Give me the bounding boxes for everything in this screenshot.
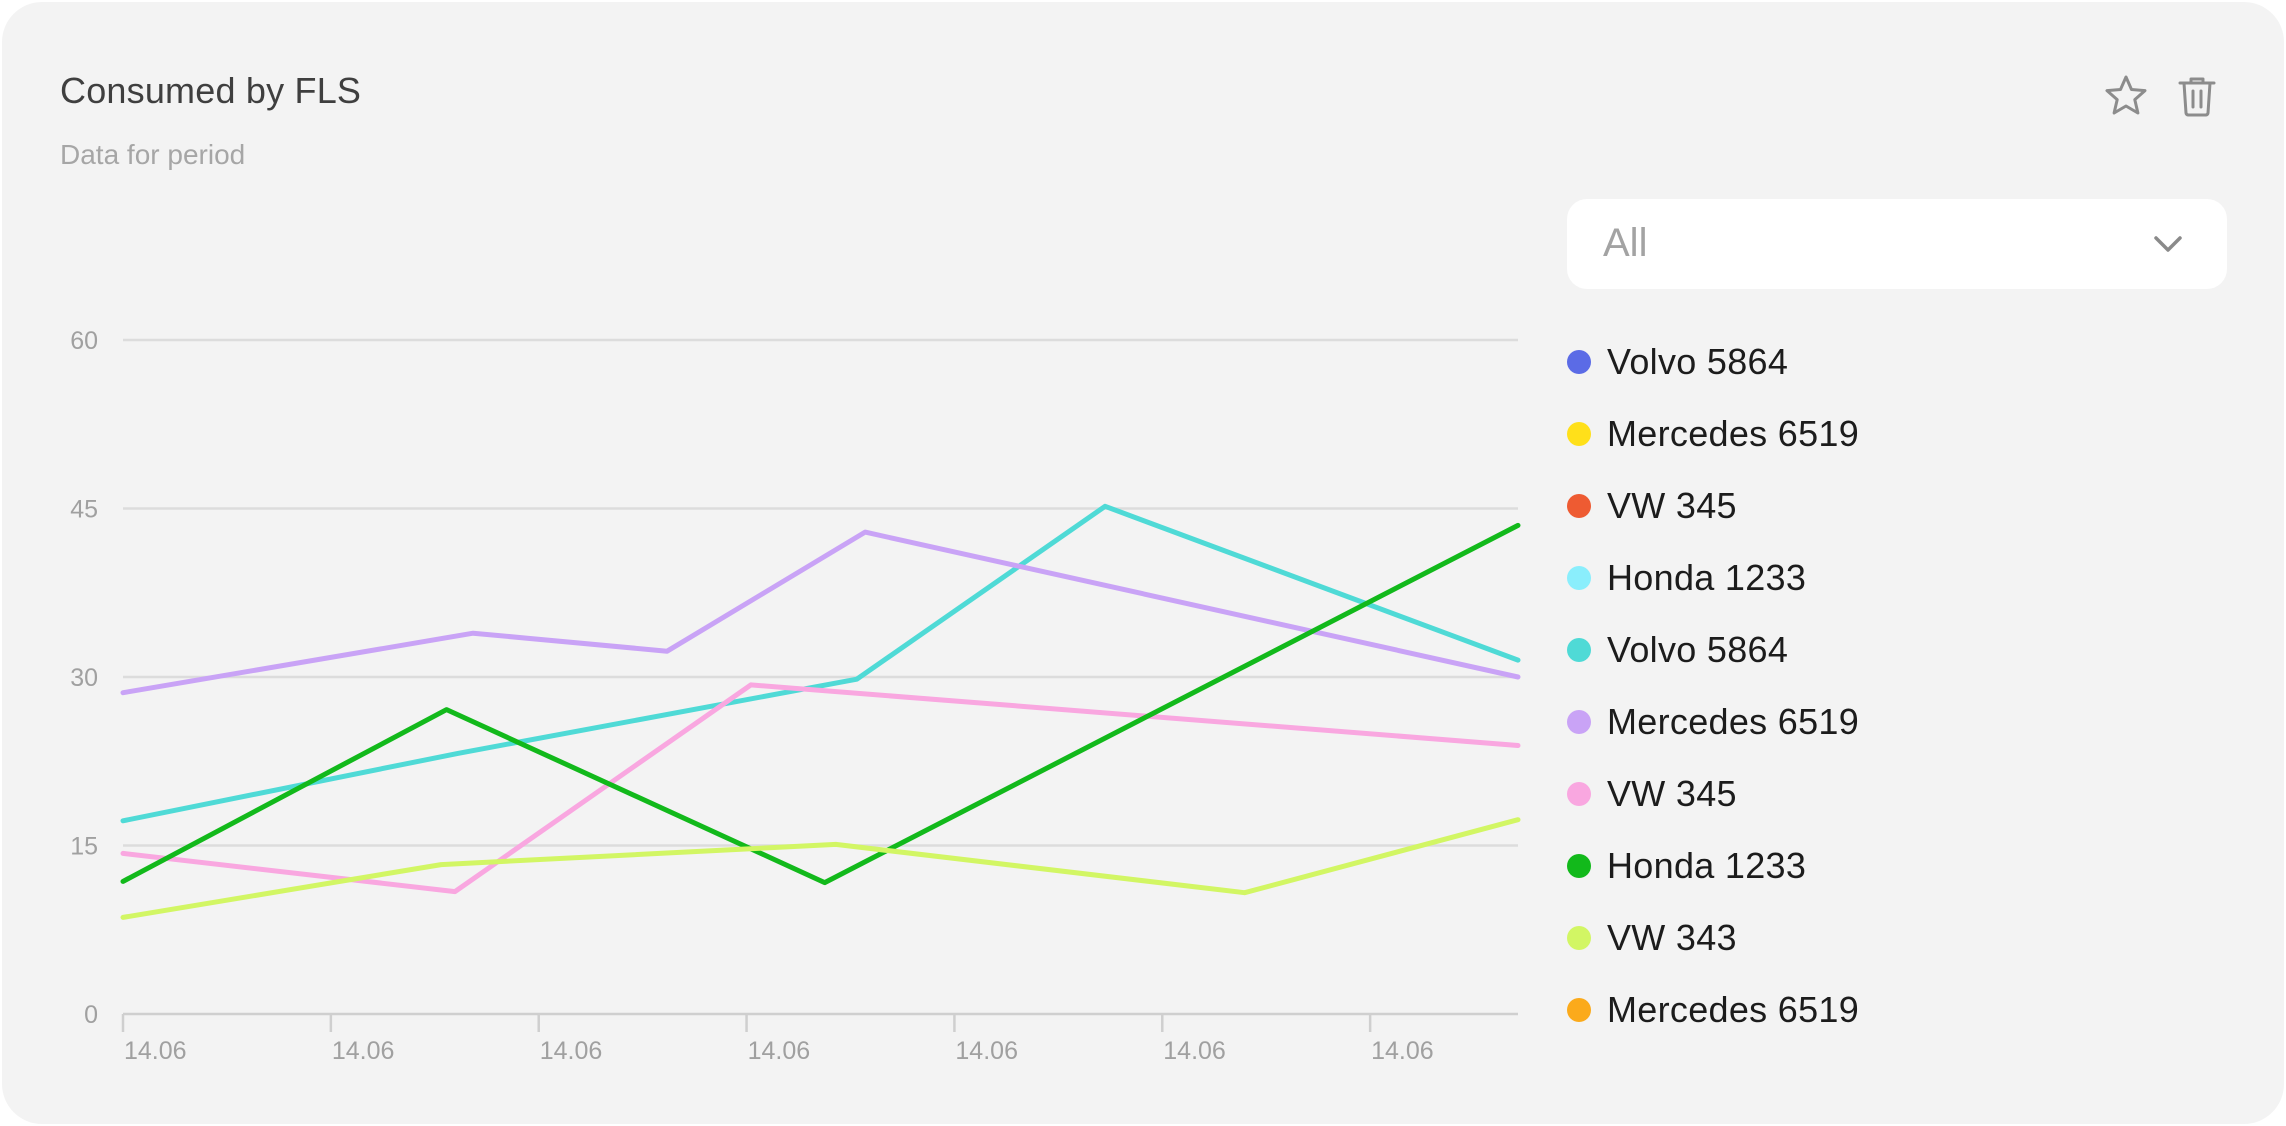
legend-swatch <box>1567 998 1591 1022</box>
legend-item[interactable]: VW 343 <box>1567 902 1859 974</box>
legend-item[interactable]: Mercedes 6519 <box>1567 974 1859 1046</box>
legend-swatch <box>1567 854 1591 878</box>
legend-item[interactable]: Volvo 5864 <box>1567 614 1859 686</box>
legend-swatch <box>1567 350 1591 374</box>
legend-item[interactable]: Mercedes 6519 <box>1567 398 1859 470</box>
x-tick-label: 14.06 <box>1371 1037 1434 1065</box>
y-tick-label: 60 <box>70 327 98 355</box>
y-tick-label: 45 <box>70 496 98 524</box>
y-tick-label: 30 <box>70 664 98 692</box>
star-icon <box>2105 75 2147 115</box>
x-tick-label: 14.06 <box>540 1037 603 1065</box>
favorite-button[interactable] <box>2102 72 2150 120</box>
series-line <box>120 522 1521 886</box>
card-subtitle: Data for period <box>60 139 246 170</box>
legend-label: Honda 1233 <box>1607 557 1807 598</box>
x-tick-label: 14.06 <box>748 1037 811 1065</box>
legend-item[interactable]: Mercedes 6519 <box>1567 686 1859 758</box>
series-line <box>120 503 1521 824</box>
legend-label: VW 345 <box>1607 773 1737 814</box>
legend-swatch <box>1567 422 1591 446</box>
legend-label: Volvo 5864 <box>1607 629 1789 670</box>
legend-item[interactable]: VW 345 <box>1567 758 1859 830</box>
legend-label: VW 343 <box>1607 917 1737 958</box>
legend-label: VW 345 <box>1607 485 1737 526</box>
series-line <box>120 682 1521 895</box>
x-tick-label: 14.06 <box>124 1037 187 1065</box>
legend-item[interactable]: Volvo 5864 <box>1567 326 1859 398</box>
x-tick-label: 14.06 <box>955 1037 1018 1065</box>
legend-label: Honda 1233 <box>1607 845 1807 886</box>
x-tick-label: 14.06 <box>332 1037 395 1065</box>
legend-label: Volvo 5864 <box>1607 341 1789 382</box>
legend-item[interactable]: Honda 1233 <box>1567 542 1859 614</box>
chevron-down-icon <box>2154 236 2182 252</box>
legend-item[interactable]: VW 345 <box>1567 470 1859 542</box>
card-title: Consumed by FLS <box>60 70 362 111</box>
y-tick-label: 0 <box>84 1001 98 1029</box>
line-chart: 0 15 30 45 60 14.06 14.06 14.06 14.06 14.06 14.06 1… <box>70 327 1521 1065</box>
y-tick-label: 15 <box>70 833 98 861</box>
x-tick-label: 14.06 <box>1163 1037 1226 1065</box>
series-line <box>120 817 1521 920</box>
legend-swatch <box>1567 710 1591 734</box>
dropdown-selected-value: All <box>1603 221 1648 265</box>
legend-label: Mercedes 6519 <box>1607 701 1860 742</box>
series-filter-dropdown[interactable]: All <box>1567 199 2227 289</box>
legend-swatch <box>1567 566 1591 590</box>
legend-swatch <box>1567 782 1591 806</box>
trash-icon <box>2178 77 2216 117</box>
delete-button[interactable] <box>2173 72 2221 120</box>
legend-swatch <box>1567 926 1591 950</box>
legend-swatch <box>1567 494 1591 518</box>
legend-label: Mercedes 6519 <box>1607 989 1860 1030</box>
legend-swatch <box>1567 638 1591 662</box>
legend-item[interactable]: Honda 1233 <box>1567 830 1859 902</box>
series-line <box>120 529 1521 696</box>
legend-label: Mercedes 6519 <box>1607 413 1860 454</box>
chart-legend: Volvo 5864 Mercedes 6519 VW 345 Honda 1233 V… <box>1567 326 1859 1046</box>
